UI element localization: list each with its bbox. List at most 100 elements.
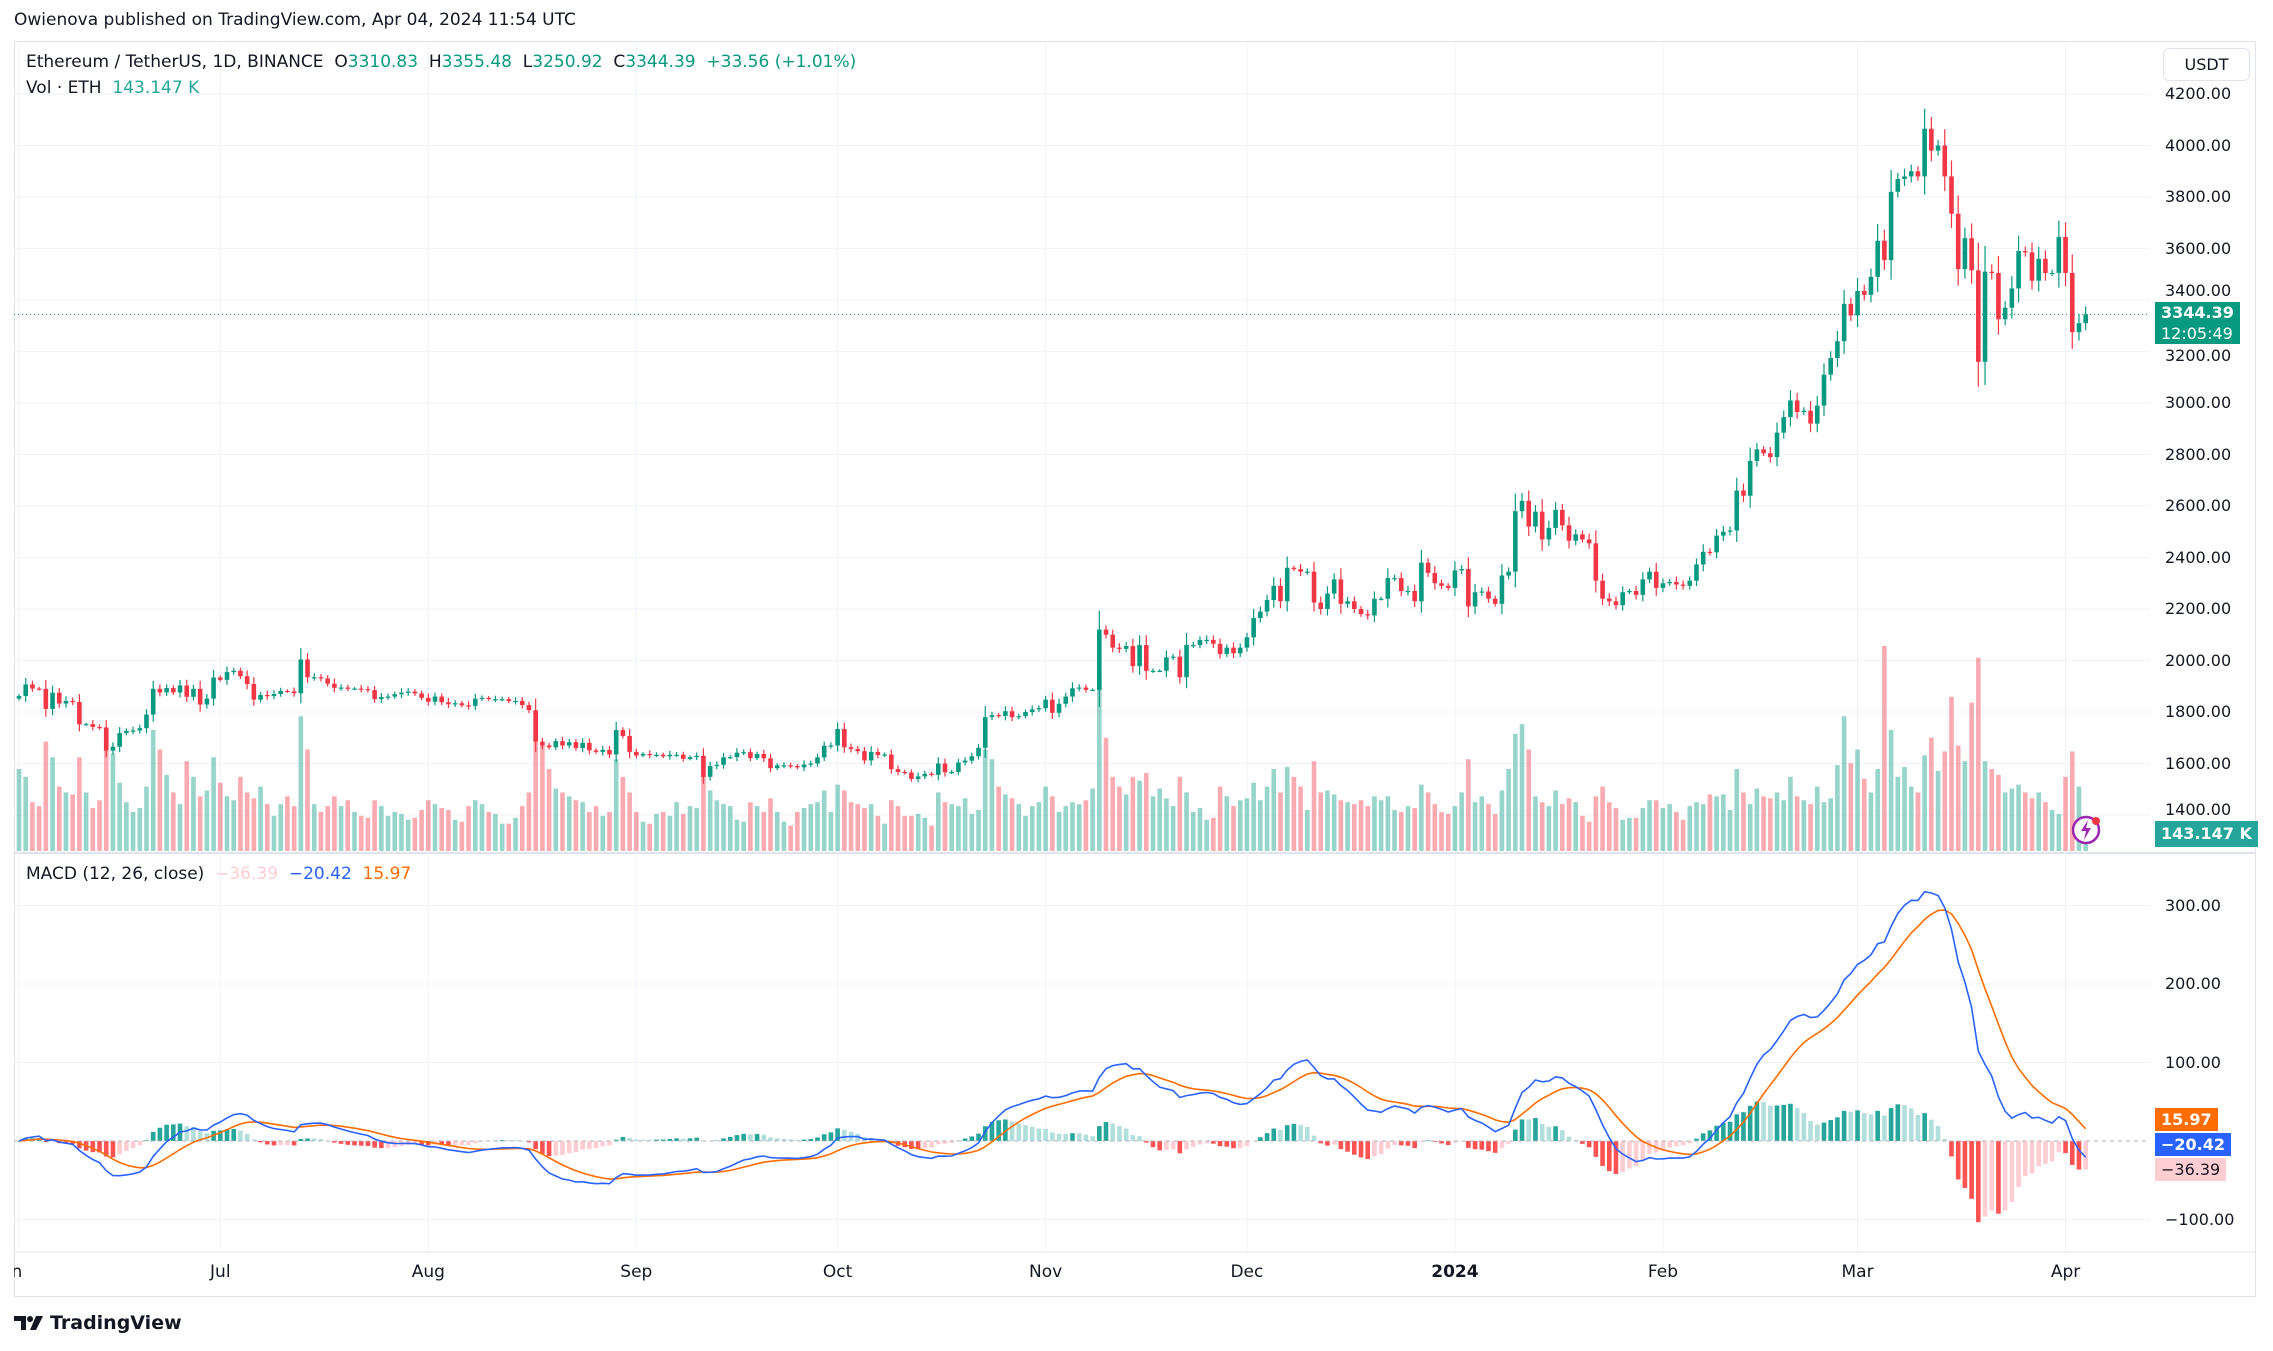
macd-histogram-bar [164, 1124, 169, 1141]
macd-histogram-bar [976, 1133, 981, 1141]
volume-bar [16, 769, 22, 851]
volume-bar [1372, 796, 1377, 851]
volume-bar [258, 786, 263, 851]
volume-bar [754, 806, 760, 851]
macd-histogram-bar [1036, 1128, 1042, 1141]
macd-histogram-bar [949, 1141, 954, 1144]
candle-up [2009, 288, 2015, 308]
candle-down [768, 758, 773, 769]
volume-legend[interactable]: Vol · ETH 143.147 K [26, 78, 199, 98]
symbol-legend[interactable]: Ethereum / TetherUS, 1D, BINANCE O3310.8… [26, 52, 856, 72]
macd-histogram-bar [244, 1133, 250, 1141]
candle-down [419, 693, 424, 698]
currency-button[interactable]: USDT [2163, 48, 2250, 81]
volume-bar [1627, 817, 1632, 851]
volume-bar [479, 804, 485, 851]
bar-countdown: 12:05:49 [2161, 324, 2233, 343]
macd-histogram-bar [1674, 1141, 1679, 1147]
candle-down [1848, 303, 1854, 316]
macd-histogram-bar [1043, 1128, 1048, 1141]
volume-bar [251, 798, 257, 851]
candle-up [1868, 276, 1874, 295]
footer-brand[interactable]: TradingView [14, 1312, 182, 1334]
candle-down [1338, 579, 1344, 604]
candle-up [338, 687, 344, 689]
macd-histogram-bar [761, 1134, 767, 1141]
macd-histogram-bar [305, 1138, 310, 1141]
macd-histogram-bar [1539, 1124, 1545, 1141]
candle-up [956, 762, 961, 772]
macd-histogram-bar [1895, 1104, 1901, 1141]
macd-histogram-bar [2016, 1141, 2021, 1188]
candle-up [224, 672, 230, 680]
candle-up [493, 699, 498, 701]
candle-up [1855, 290, 1860, 316]
volume-bar [1056, 811, 1062, 851]
macd-histogram-bar [687, 1138, 693, 1141]
lightning-icon[interactable] [2070, 814, 2102, 846]
macd-histogram-bar [2002, 1141, 2008, 1211]
candle-up [1419, 562, 1424, 602]
macd-legend[interactable]: MACD (12, 26, close) −36.39 −20.42 15.97 [26, 864, 411, 884]
candle-up [741, 752, 746, 754]
volume-bar [694, 808, 700, 851]
macd-histogram-bar [1123, 1128, 1129, 1141]
volume-bar [1714, 796, 1719, 851]
volume-bar [1231, 806, 1236, 851]
macd-histogram-bar [1063, 1134, 1069, 1141]
volume-bar [701, 774, 706, 851]
candle-up [1016, 716, 1022, 718]
candle-down [526, 705, 532, 711]
candle-down [1231, 647, 1236, 654]
price-tick-label: 2600.00 [2165, 496, 2232, 515]
macd-histogram-bar [2063, 1141, 2068, 1154]
macd-histogram-bar [2036, 1141, 2042, 1167]
macd-histogram-bar [1398, 1141, 1404, 1146]
volume-bar [1814, 786, 1820, 851]
volume-bar [103, 733, 109, 851]
candle-up [640, 753, 646, 756]
candle-down [842, 728, 847, 748]
candle-down [1432, 572, 1438, 584]
volume-bar [184, 761, 190, 851]
volume-bar [171, 792, 176, 851]
volume-bar [895, 806, 901, 851]
candle-down [929, 773, 934, 775]
candle-down [1969, 238, 1974, 271]
volume-bar [486, 811, 491, 851]
macd-histogram-bar [1533, 1118, 1538, 1141]
volume-bar [1036, 802, 1042, 851]
macd-histogram-bar [2076, 1141, 2082, 1170]
macd-histogram-bar [1291, 1123, 1297, 1141]
volume-bar [788, 825, 793, 851]
candle-down [1291, 567, 1297, 570]
macd-histogram-bar [50, 1141, 55, 1142]
macd-histogram-bar [1499, 1141, 1505, 1148]
candle-up [1506, 571, 1511, 576]
candle-down [1009, 711, 1015, 718]
volume-bar [687, 806, 693, 851]
macd-histogram-bar [1768, 1105, 1773, 1141]
candle-up [1620, 592, 1625, 606]
candle-down [197, 688, 203, 705]
macd-histogram-bar [660, 1139, 666, 1141]
candle-up [499, 699, 505, 701]
candle-up [452, 703, 458, 705]
macd-histogram-bar [828, 1132, 834, 1141]
candle-up [1935, 145, 1941, 151]
candle-down [251, 683, 257, 700]
macd-histogram-bar [587, 1141, 592, 1149]
candle-up [1513, 511, 1518, 572]
candle-up [1204, 639, 1209, 642]
macd-histogram-bar [298, 1138, 304, 1141]
macd-histogram-bar [1969, 1141, 1974, 1199]
candle-down [1566, 525, 1572, 541]
candle-up [969, 756, 975, 761]
candle-down [446, 702, 451, 705]
volume-bar [318, 811, 324, 851]
time-axis[interactable]: Jun Jul Aug Sep Oct Nov Dec 2024 Feb Mar Apr [14, 1254, 2150, 1294]
volume-bar [1311, 761, 1317, 851]
macd-histogram-bar [1922, 1113, 1927, 1141]
candle-down [56, 692, 62, 704]
